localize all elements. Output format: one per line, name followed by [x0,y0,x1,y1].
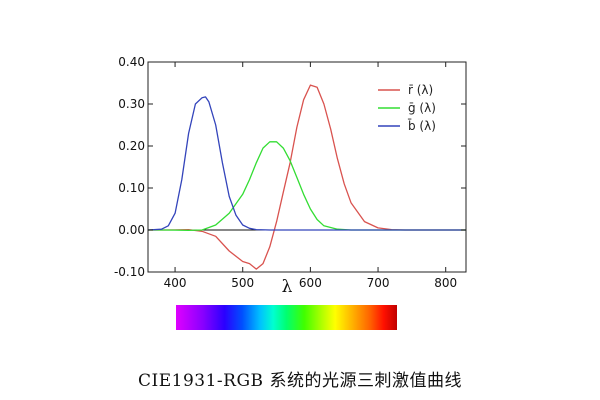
x-tick-label: 600 [299,276,322,290]
series-line-1 [148,141,466,232]
x-tick-label: 800 [434,276,457,290]
y-tick-label: 0.10 [118,181,145,195]
legend-label-0: r̄ (λ) [408,83,433,97]
y-tick-label: 0.40 [118,55,145,69]
y-tick-label: 0.20 [118,139,145,153]
legend-label-1: ḡ (λ) [408,101,436,115]
legend: r̄ (λ) ḡ (λ) b̄ (λ) [378,83,436,133]
figure-caption: CIE1931-RGB 系统的光源三刺激值曲线 [138,371,462,391]
axes: 400 500 600 700 800 -0.10 0.00 0.10 0.20 0.30 0.40 [114,55,467,290]
plot-frame [147,61,467,273]
x-tick-label: 500 [231,276,254,290]
plot-area [147,84,466,270]
y-tick-label: -0.10 [114,265,145,279]
x-tick-label: 400 [164,276,187,290]
x-tick-label: 700 [367,276,390,290]
y-tick-label: 0.30 [118,97,145,111]
series-line-0 [148,84,466,270]
y-tick-label: 0.00 [118,223,145,237]
series-line-2 [147,96,466,231]
visible-spectrum-bar [176,305,397,330]
tristimulus-chart: 400 500 600 700 800 -0.10 0.00 0.10 0.20 0.30 0.40… [114,55,467,297]
x-axis-label: λ [282,277,293,297]
legend-label-2: b̄ (λ) [408,119,436,133]
